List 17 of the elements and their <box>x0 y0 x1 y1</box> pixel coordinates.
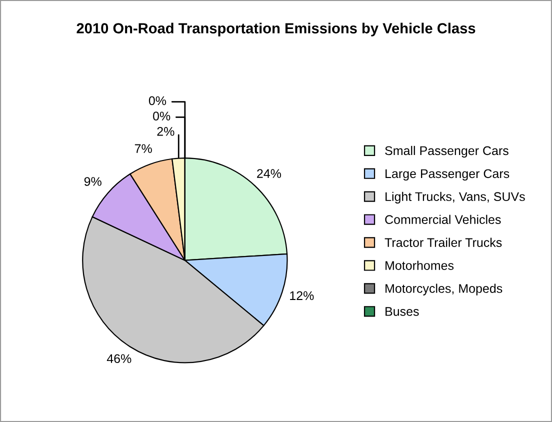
data-label: 46% <box>106 354 132 364</box>
data-label: 2% <box>157 126 174 136</box>
text: 0% <box>148 96 166 106</box>
legend-label: Tractor Trailer Trucks <box>384 238 502 247</box>
data-label: 7% <box>134 144 152 153</box>
legend-label: Buses <box>386 307 419 316</box>
legend-label: Motorhomes <box>386 260 454 270</box>
legend-label: Large Passenger Cars <box>386 169 510 181</box>
data-label: 12% <box>290 291 314 300</box>
chart-title: 2010 On-Road Transportation Emissions by Vehicle Class <box>76 22 476 36</box>
legend-label: Motorcycles, Mopeds <box>386 284 502 296</box>
legend-label: Light Trucks, Vans, SUVs <box>386 192 525 204</box>
data-label: 9% <box>84 177 102 186</box>
legend-label: Small Passenger Cars <box>385 146 508 158</box>
data-label: 24% <box>257 169 282 178</box>
legend-label: Commercial Vehicles <box>385 214 501 224</box>
text: 0% <box>153 112 170 120</box>
